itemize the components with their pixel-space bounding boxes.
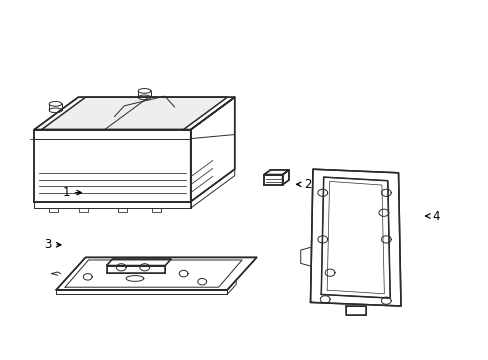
Text: 4: 4 [425,210,439,222]
Polygon shape [41,97,227,130]
Text: 2: 2 [296,178,311,191]
Polygon shape [264,170,288,175]
Polygon shape [264,175,282,185]
Polygon shape [190,97,234,202]
Polygon shape [106,266,165,273]
Polygon shape [346,306,365,315]
Polygon shape [310,169,400,306]
Text: 3: 3 [44,238,61,251]
Polygon shape [321,177,389,298]
Polygon shape [34,97,234,130]
Polygon shape [106,259,171,266]
Text: 1: 1 [62,186,81,199]
Polygon shape [56,257,256,290]
Polygon shape [282,170,288,185]
Polygon shape [34,130,190,202]
